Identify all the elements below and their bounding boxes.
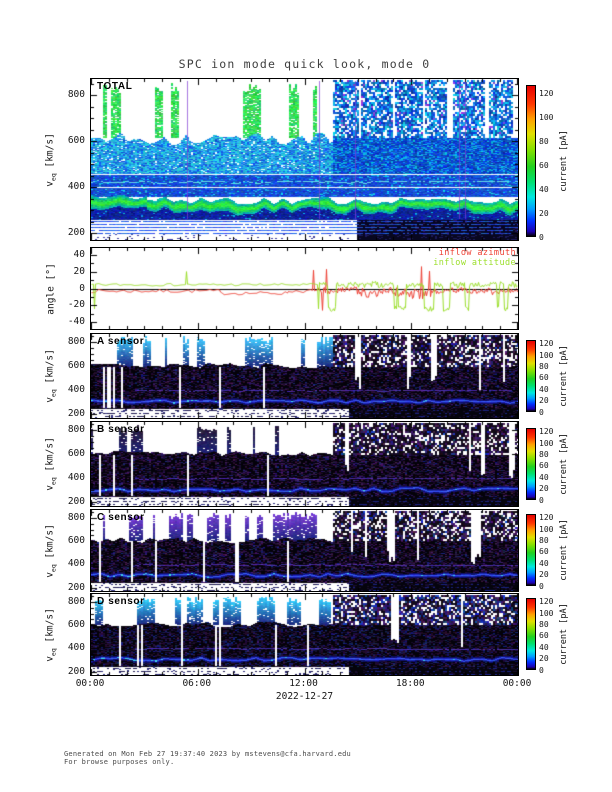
- colorbar-tick-label: 0: [539, 232, 544, 242]
- y-tick-label: 200: [67, 665, 85, 677]
- colorbar-tick-label: 120: [539, 427, 554, 437]
- x-tick-label: 00:00: [75, 678, 105, 689]
- y-tick-label: 400: [67, 558, 85, 570]
- colorbar-d-sensor: [526, 598, 536, 670]
- y-tick-label: 20: [73, 265, 85, 277]
- panel-c-sensor-spectrogram: [90, 509, 519, 592]
- colorbar-tick-label: 120: [539, 88, 554, 98]
- legend-inflow-attitude: inflow attitude: [433, 257, 516, 268]
- spectrogram-canvas-c-sensor: [91, 510, 518, 591]
- y-tick-label: 600: [67, 535, 85, 547]
- colorbar-tick-label: 60: [539, 547, 549, 557]
- colorbar-tick-label: 80: [539, 362, 549, 372]
- y-tick-label: 200: [67, 408, 85, 420]
- colorbar-tick-label: 40: [539, 472, 549, 482]
- y-tick-label: 600: [67, 360, 85, 372]
- y-tick-label: 800: [67, 424, 85, 436]
- spectrogram-canvas-total: [91, 79, 518, 240]
- angle-lines-canvas: [91, 248, 518, 329]
- colorbar-tick-label: 20: [539, 396, 549, 406]
- colorbar-tick-label: 0: [539, 495, 544, 505]
- colorbar-b-sensor: [526, 428, 536, 500]
- colorbar-tick-label: 20: [539, 654, 549, 664]
- panel-label-d-sensor: D sensor: [97, 596, 145, 607]
- colorbar-tick-label: 40: [539, 384, 549, 394]
- y-tick-label: 400: [67, 181, 85, 193]
- y-tick-label: 0: [79, 282, 85, 294]
- colorbar-tick-label: 100: [539, 350, 554, 360]
- panel-label-total: TOTAL: [97, 81, 133, 92]
- panel-d-sensor-spectrogram: [90, 593, 519, 676]
- colorbar-tick-label: 100: [539, 112, 554, 122]
- colorbar-tick-label: 100: [539, 524, 554, 534]
- colorbar-tick-label: 80: [539, 536, 549, 546]
- colorbar-tick-label: 20: [539, 570, 549, 580]
- spectrogram-canvas-d-sensor: [91, 594, 518, 675]
- footer-line-2: For browse purposes only.: [64, 758, 175, 766]
- footer-line-1: Generated on Mon Feb 27 19:37:40 2023 by…: [64, 750, 351, 758]
- colorbar-tick-label: 100: [539, 438, 554, 448]
- y-tick-label: 600: [67, 619, 85, 631]
- y-tick-label: 200: [67, 581, 85, 593]
- y-tick-label: 200: [67, 496, 85, 508]
- x-tick-label: 18:00: [395, 678, 425, 689]
- colorbar-tick-label: 0: [539, 581, 544, 591]
- angle-legend: inflow azimuth inflow attitude: [433, 248, 516, 268]
- colorbar-tick-label: 40: [539, 184, 549, 194]
- colorbar-tick-label: 0: [539, 407, 544, 417]
- y-tick-label: 400: [67, 384, 85, 396]
- y-tick-label: 400: [67, 472, 85, 484]
- colorbar-tick-label: 20: [539, 484, 549, 494]
- plot-title: SPC ion mode quick look, mode 0: [178, 57, 431, 71]
- colorbar-tick-label: 60: [539, 160, 549, 170]
- colorbar-tick-label: 120: [539, 597, 554, 607]
- colorbar-tick-label: 40: [539, 558, 549, 568]
- colorbar-total: [526, 85, 536, 237]
- colorbar-tick-label: 40: [539, 642, 549, 652]
- y-tick-label: 800: [67, 596, 85, 608]
- panel-label-a-sensor: A sensor: [97, 336, 145, 347]
- colorbar-tick-label: 120: [539, 513, 554, 523]
- colorbar-tick-label: 60: [539, 631, 549, 641]
- y-tick-label: 800: [67, 336, 85, 348]
- colorbar-tick-label: 80: [539, 620, 549, 630]
- panel-inflow-angles: [90, 247, 519, 330]
- date-label: 2022-12-27: [275, 691, 334, 702]
- spectrogram-canvas-a-sensor: [91, 334, 518, 418]
- colorbar-c-sensor: [526, 514, 536, 586]
- panel-label-b-sensor: B sensor: [97, 424, 145, 435]
- y-tick-label: 800: [67, 512, 85, 524]
- colorbar-tick-label: 80: [539, 450, 549, 460]
- y-tick-label: 600: [67, 135, 85, 147]
- colorbar-tick-label: 120: [539, 339, 554, 349]
- x-tick-label: 06:00: [182, 678, 212, 689]
- y-tick-label: 400: [67, 642, 85, 654]
- y-tick-label: 200: [67, 227, 85, 239]
- panel-a-sensor-spectrogram: [90, 333, 519, 419]
- x-tick-label: 00:00: [502, 678, 532, 689]
- y-tick-label: 800: [67, 89, 85, 101]
- panel-b-sensor-spectrogram: [90, 421, 519, 507]
- panel-label-c-sensor: C sensor: [97, 512, 145, 523]
- colorbar-tick-label: 80: [539, 136, 549, 146]
- y-tick-label: 40: [73, 248, 85, 260]
- y-tick-label: 600: [67, 448, 85, 460]
- colorbar-tick-label: 20: [539, 208, 549, 218]
- colorbar-tick-label: 0: [539, 665, 544, 675]
- colorbar-a-sensor: [526, 340, 536, 412]
- y-tick-label: -20: [67, 299, 85, 311]
- colorbar-tick-label: 60: [539, 373, 549, 383]
- y-tick-label: -40: [67, 316, 85, 328]
- spectrogram-canvas-b-sensor: [91, 422, 518, 506]
- panel-total-spectrogram: [90, 78, 519, 241]
- colorbar-tick-label: 60: [539, 461, 549, 471]
- colorbar-tick-label: 100: [539, 608, 554, 618]
- x-tick-label: 12:00: [289, 678, 318, 689]
- legend-inflow-azimuth: inflow azimuth: [438, 248, 516, 258]
